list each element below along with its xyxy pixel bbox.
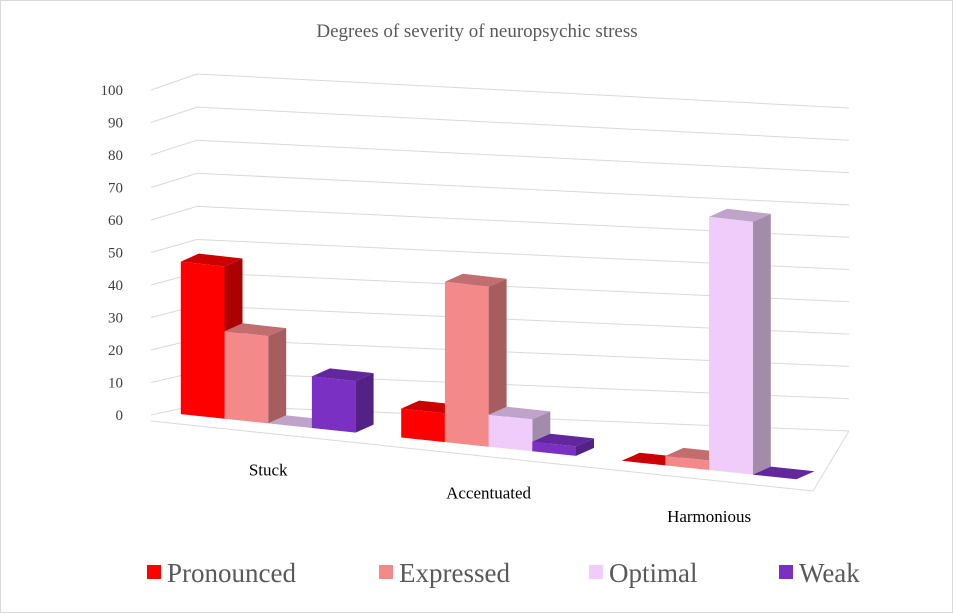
y-tick-label: 70 [108, 181, 123, 197]
bar [532, 433, 594, 456]
legend-swatch [147, 565, 161, 579]
legend-swatch [379, 565, 393, 579]
y-tick-label: 60 [108, 213, 123, 229]
bar-front-face [311, 376, 356, 433]
bar-top-face [488, 406, 551, 420]
y-tick-label: 10 [108, 376, 123, 392]
gridline [150, 106, 850, 141]
bar [444, 273, 507, 447]
bar-front-face [488, 414, 533, 452]
legend: Pronounced Expressed Optimal Weak [147, 558, 860, 588]
y-tick-label: 50 [108, 246, 123, 262]
bar [311, 368, 374, 433]
legend-item: Weak [779, 558, 860, 588]
bar-side-face [488, 278, 507, 447]
legend-swatch [779, 565, 793, 579]
bar-top-face [752, 466, 815, 480]
gridline [150, 205, 850, 238]
bar-side-face [355, 373, 374, 433]
gridline [150, 139, 850, 174]
y-tick-label: 40 [108, 278, 123, 294]
legend-label: Pronounced [167, 558, 296, 588]
legend-label: Weak [799, 558, 860, 588]
bar-top-face [709, 208, 771, 222]
bar [709, 208, 771, 475]
x-axis: Stuck Accentuated Harmonious [249, 460, 751, 526]
bar [224, 323, 287, 424]
bar-side-face [576, 438, 594, 456]
y-tick-label: 100 [101, 83, 124, 99]
y-tick-label: 30 [108, 311, 123, 327]
legend-label: Expressed [399, 558, 510, 588]
legend-label: Optimal [609, 558, 698, 588]
bar-top-face [444, 273, 507, 287]
bar-side-face [268, 328, 287, 424]
bar-front-face [444, 281, 489, 447]
category-label: Accentuated [446, 484, 531, 503]
bar-top-face [224, 323, 287, 337]
bar-front-face [665, 455, 710, 470]
bars [180, 208, 815, 480]
bar-front-face [401, 408, 445, 443]
bar-top-face [532, 433, 594, 447]
y-tick-label: 90 [108, 116, 123, 132]
gridline [150, 238, 850, 270]
category-label: Harmonious [667, 507, 751, 526]
y-tick-label: 20 [108, 343, 123, 359]
bar-front-face [224, 331, 269, 424]
bar-top-face [180, 253, 243, 267]
bar-front-face [180, 261, 225, 419]
legend-item: Pronounced [147, 558, 296, 588]
chart-title: Degrees of severity of neuropsychic stre… [316, 21, 637, 42]
bar-side-face [752, 213, 771, 475]
legend-item: Optimal [589, 558, 698, 588]
floor-edge [150, 420, 850, 492]
bar-front-face [709, 216, 753, 475]
y-tick-label: 80 [108, 148, 123, 164]
legend-item: Expressed [379, 558, 510, 588]
category-label: Stuck [249, 460, 288, 479]
legend-swatch [589, 565, 603, 579]
bar-front-face [532, 441, 576, 456]
y-axis: 0 10 20 30 40 50 60 70 80 90 100 [101, 83, 124, 424]
bar-top-face [311, 368, 374, 382]
bar [752, 466, 815, 480]
gridline [150, 172, 850, 206]
y-tick-label: 0 [116, 408, 124, 424]
gridline [150, 73, 850, 109]
